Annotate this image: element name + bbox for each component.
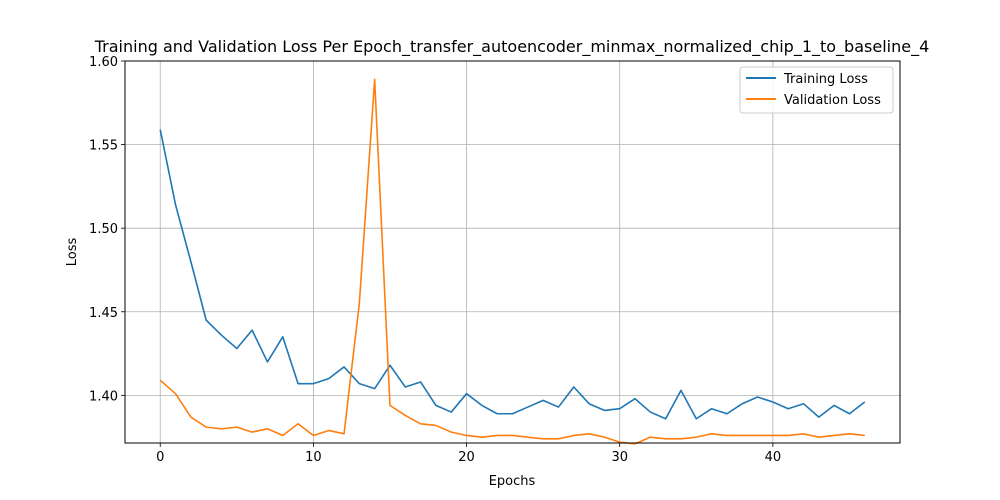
x-tick-label: 30 [611, 450, 628, 465]
series-group [159, 78, 866, 445]
y-tick-label: 1.50 [89, 222, 118, 237]
x-axis-label: Epochs [489, 474, 536, 489]
chart-title: Training and Validation Loss Per Epoch_t… [94, 37, 930, 57]
legend-box [739, 66, 894, 114]
y-tick-label: 1.55 [89, 139, 118, 154]
legend: Training Loss Validation Loss [739, 66, 894, 114]
x-tick-label: 0 [156, 450, 164, 465]
ticks: 0 10 20 30 40 1.40 1.45 1.50 1.55 1.60 [89, 55, 781, 465]
series-line-training-loss [159, 129, 866, 420]
series-line-validation-loss [159, 78, 865, 445]
plot-frame [124, 60, 901, 444]
x-tick-label: 40 [765, 450, 782, 465]
x-tick-label: 10 [305, 450, 322, 465]
y-tick-label: 1.40 [89, 389, 118, 404]
x-tick-label: 20 [458, 450, 475, 465]
y-tick-label: 1.60 [89, 55, 118, 70]
legend-label-training-loss: Training Loss [783, 72, 868, 87]
y-axis-label: Loss [65, 238, 80, 267]
legend-label-validation-loss: Validation Loss [784, 93, 881, 108]
y-tick-label: 1.45 [89, 306, 118, 321]
